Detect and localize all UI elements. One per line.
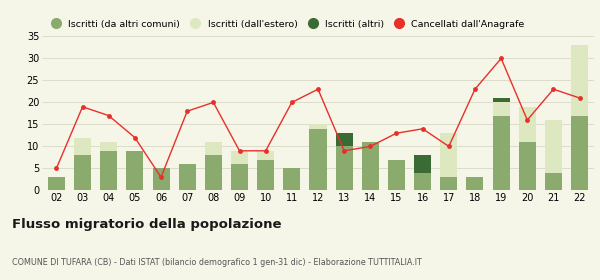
Bar (493, 98, 509, 102)
Bar (283, 168, 301, 190)
Bar (571, 45, 588, 116)
Bar (571, 116, 588, 190)
Bar (440, 133, 457, 177)
Bar (388, 160, 405, 190)
Bar (466, 177, 484, 190)
Bar (493, 116, 509, 190)
Bar (310, 129, 326, 190)
Bar (127, 151, 143, 190)
Bar (310, 124, 326, 129)
Bar (493, 102, 509, 116)
Bar (205, 155, 222, 190)
Bar (152, 168, 170, 190)
Bar (362, 142, 379, 190)
Bar (257, 151, 274, 160)
Bar (519, 142, 536, 190)
Bar (545, 173, 562, 190)
Text: COMUNE DI TUFARA (CB) - Dati ISTAT (bilancio demografico 1 gen-31 dic) - Elabora: COMUNE DI TUFARA (CB) - Dati ISTAT (bila… (12, 258, 422, 267)
Bar (519, 107, 536, 142)
Bar (74, 137, 91, 155)
Bar (414, 173, 431, 190)
Bar (231, 151, 248, 164)
Legend: Iscritti (da altri comuni), Iscritti (dall'estero), Iscritti (altri), Cancellati: Iscritti (da altri comuni), Iscritti (da… (47, 20, 525, 29)
Bar (440, 177, 457, 190)
Bar (335, 133, 353, 146)
Bar (335, 146, 353, 190)
Bar (100, 151, 117, 190)
Bar (545, 120, 562, 173)
Bar (74, 155, 91, 190)
Bar (414, 155, 431, 173)
Bar (231, 164, 248, 190)
Bar (205, 142, 222, 155)
Bar (100, 142, 117, 151)
Bar (179, 164, 196, 190)
Bar (48, 177, 65, 190)
Text: Flusso migratorio della popolazione: Flusso migratorio della popolazione (12, 218, 281, 231)
Bar (257, 160, 274, 190)
